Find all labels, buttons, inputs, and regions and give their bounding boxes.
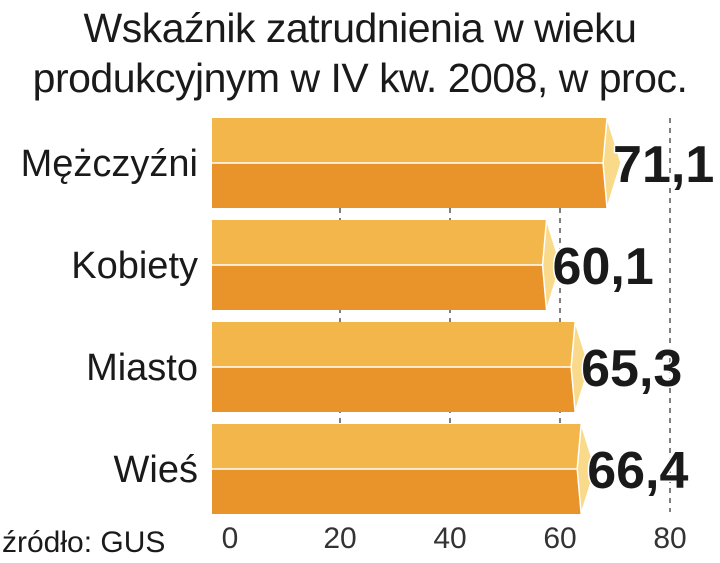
bar xyxy=(212,163,608,208)
bar-top xyxy=(212,322,576,367)
x-tick-label: 40 xyxy=(433,522,466,555)
x-tick-label: 80 xyxy=(653,522,686,555)
chart-title-line-2: produkcyjnym w IV kw. 2008, w proc. xyxy=(32,55,688,101)
category-label: Mężczyźni xyxy=(21,143,198,185)
chart-title-line-1: Wskaźnik zatrudnienia w wieku xyxy=(83,5,637,51)
bar-end-cap xyxy=(576,423,596,515)
bar xyxy=(212,367,576,412)
bar xyxy=(212,469,582,514)
x-tick-label: 0 xyxy=(222,522,239,555)
bar-end-cap xyxy=(570,321,590,413)
category-label: Kobiety xyxy=(71,245,198,287)
x-tick-label: 20 xyxy=(323,522,356,555)
bar xyxy=(212,265,547,310)
value-label: 65,3 xyxy=(581,340,682,398)
x-tick-label: 60 xyxy=(543,522,576,555)
value-label: 60,1 xyxy=(553,238,654,296)
bar-top xyxy=(212,118,608,163)
value-label: 66,4 xyxy=(587,442,688,500)
bar-end-cap xyxy=(541,219,562,311)
bar-top xyxy=(212,220,547,265)
bar-top xyxy=(212,424,582,469)
category-label: Wieś xyxy=(114,449,198,491)
category-label: Miasto xyxy=(86,347,198,389)
value-label: 71,1 xyxy=(613,136,714,194)
source-note: źródło: GUS xyxy=(2,526,165,559)
bar-end-cap xyxy=(602,117,622,209)
